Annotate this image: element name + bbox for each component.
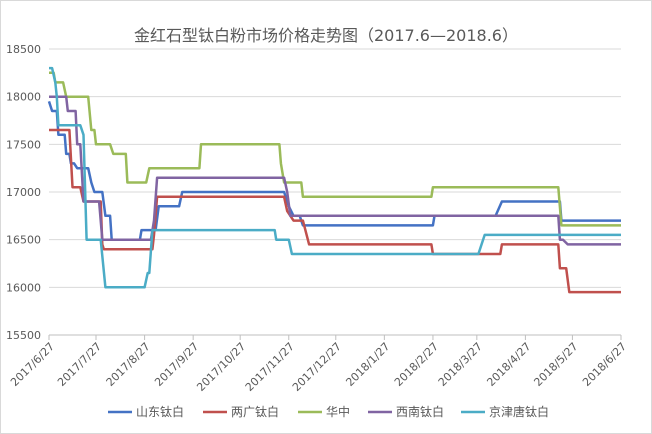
x-tick-label: 2018/4/27: [484, 340, 533, 389]
x-tick-label: 2017/7/27: [55, 340, 104, 389]
y-tick-label: 18500: [6, 43, 41, 56]
y-tick-label: 16000: [6, 281, 41, 294]
x-tick-label: 2018/6/27: [580, 340, 629, 389]
chart-title: 金红石型钛白粉市场价格走势图（2017.6—2018.6）: [134, 26, 518, 45]
x-tick-label: 2017/10/27: [194, 340, 248, 394]
x-tick-label: 2018/3/27: [436, 340, 485, 389]
y-tick-label: 15500: [6, 329, 41, 342]
y-axis: 15500 16000 16500 17000 17500 18000 18500: [6, 43, 41, 342]
legend-item-4[interactable]: 京津唐钛白: [461, 404, 549, 419]
x-tick-label: 2018/5/27: [531, 340, 580, 389]
series-line-0: [47, 101, 621, 241]
x-tick-label: 2017/8/27: [104, 340, 153, 389]
legend-label: 华中: [326, 404, 350, 419]
x-tick-label: 2017/6/27: [8, 340, 57, 389]
gridlines: [49, 48, 621, 336]
y-tick-label: 16500: [6, 234, 41, 247]
x-tick-label: 2017/12/27: [290, 340, 344, 394]
legend[interactable]: 山东钛白 两广钛白 华中 西南钛白 京津唐钛白: [108, 404, 549, 419]
series-line-3: [49, 95, 621, 246]
y-tick-label: 17500: [6, 138, 41, 151]
series-lines: [47, 66, 621, 294]
legend-label: 西南钛白: [396, 404, 444, 419]
series-line-2: [49, 71, 621, 227]
x-tick-label: 2018/2/27: [392, 340, 441, 389]
legend-label: 山东钛白: [136, 404, 184, 419]
legend-item-2[interactable]: 华中: [298, 404, 350, 419]
x-tick-label: 2017/11/27: [243, 340, 297, 394]
legend-label: 两广钛白: [231, 404, 279, 419]
x-tick-label: 2017/9/27: [152, 340, 201, 389]
legend-item-3[interactable]: 西南钛白: [368, 404, 444, 419]
y-tick-label: 18000: [6, 91, 41, 104]
x-tick-label: 2018/1/27: [343, 340, 392, 389]
legend-label: 京津唐钛白: [489, 404, 549, 419]
series-line-4: [49, 66, 621, 289]
series-line-1: [49, 128, 621, 294]
legend-item-1[interactable]: 两广钛白: [203, 404, 279, 419]
legend-item-0[interactable]: 山东钛白: [108, 404, 184, 419]
y-tick-label: 17000: [6, 186, 41, 199]
